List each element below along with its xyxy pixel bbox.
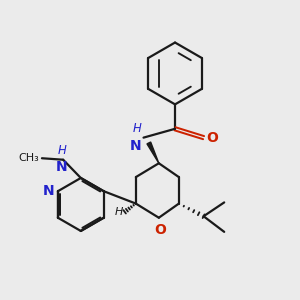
Text: O: O <box>154 223 166 237</box>
Polygon shape <box>147 142 159 163</box>
Text: N: N <box>130 139 141 153</box>
Text: H: H <box>115 207 124 218</box>
Text: H: H <box>132 122 141 135</box>
Text: CH₃: CH₃ <box>19 153 40 163</box>
Text: N: N <box>56 160 68 174</box>
Text: O: O <box>206 130 218 145</box>
Text: H: H <box>57 144 66 158</box>
Text: N: N <box>43 184 54 198</box>
